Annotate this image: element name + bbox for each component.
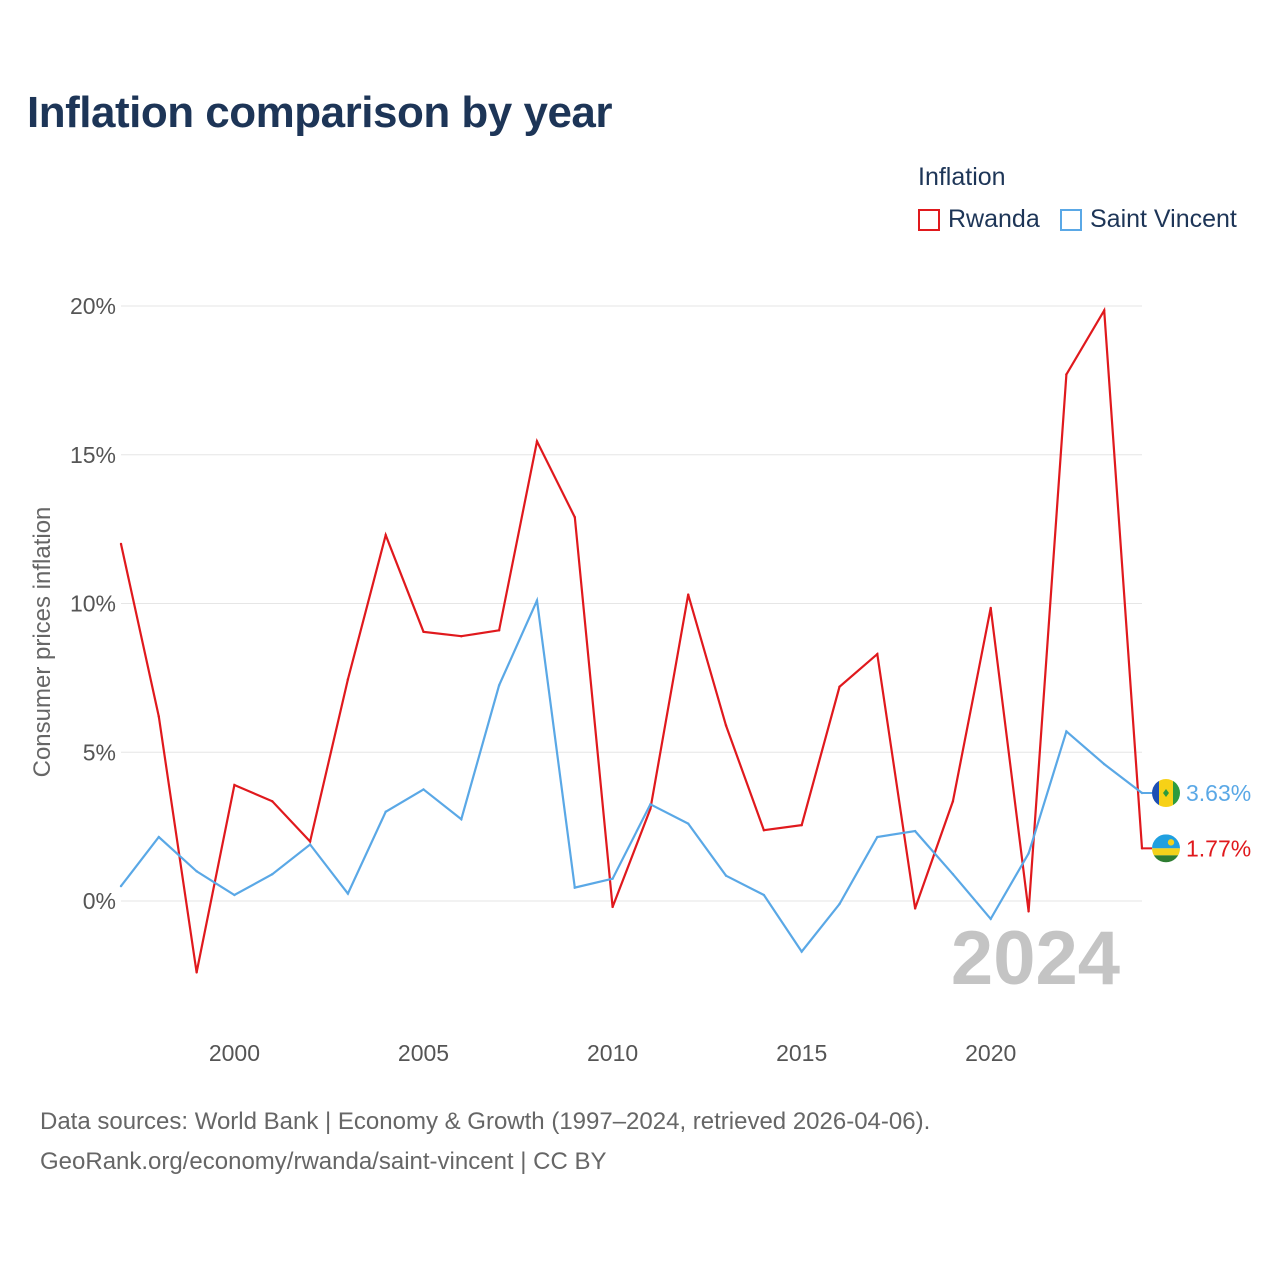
data-point-rwanda[interactable]: [762, 828, 766, 832]
y-tick-label: 20%: [70, 293, 116, 319]
chart-title: Inflation comparison by year: [27, 88, 613, 137]
y-tick-label: 5%: [83, 739, 116, 765]
data-point-rwanda[interactable]: [687, 593, 690, 596]
data-point-rwanda[interactable]: [422, 630, 425, 633]
legend-label-rwanda: Rwanda: [948, 205, 1040, 233]
end-value-label-rwanda: 1.77%: [1186, 835, 1251, 861]
data-point-saint-vincent[interactable]: [951, 873, 955, 876]
data-point-rwanda[interactable]: [989, 606, 992, 610]
legend-swatch-rwanda: [918, 208, 940, 231]
series-line-saint-vincent[interactable]: [120, 596, 1143, 954]
data-point-rwanda[interactable]: [308, 840, 312, 843]
data-point-rwanda[interactable]: [384, 533, 387, 537]
data-point-saint-vincent[interactable]: [989, 917, 992, 921]
data-point-rwanda[interactable]: [1027, 910, 1030, 913]
data-point-saint-vincent[interactable]: [346, 892, 350, 895]
data-point-saint-vincent[interactable]: [1102, 762, 1106, 766]
data-point-saint-vincent[interactable]: [762, 893, 766, 897]
data-point-saint-vincent[interactable]: [687, 822, 690, 825]
data-point-rwanda[interactable]: [951, 800, 955, 803]
data-point-saint-vincent[interactable]: [649, 803, 652, 806]
data-point-saint-vincent[interactable]: [838, 902, 841, 906]
x-tick-label: 2000: [209, 1040, 260, 1066]
data-point-rwanda[interactable]: [119, 542, 123, 546]
source-line-2[interactable]: GeoRank.org/economy/rwanda/saint-vincent…: [40, 1148, 607, 1175]
y-axis-label: Consumer prices inflation: [29, 507, 56, 778]
data-point-rwanda[interactable]: [1102, 309, 1106, 312]
data-point-saint-vincent[interactable]: [535, 599, 539, 602]
saint-vincent-flag-icon: [1152, 779, 1180, 808]
data-point-saint-vincent[interactable]: [497, 684, 501, 687]
data-point-saint-vincent[interactable]: [195, 870, 198, 873]
data-point-rwanda[interactable]: [913, 907, 917, 910]
data-point-rwanda[interactable]: [157, 715, 161, 718]
data-point-rwanda[interactable]: [346, 678, 350, 681]
legend-label-saint-vincent: Saint Vincent: [1090, 205, 1237, 233]
legend-swatch-saint-vincent: [1060, 208, 1082, 231]
data-point-saint-vincent[interactable]: [1027, 852, 1030, 855]
y-tick-label: 10%: [70, 591, 116, 617]
data-point-rwanda[interactable]: [649, 807, 652, 810]
data-point-rwanda[interactable]: [1065, 373, 1068, 376]
data-point-rwanda[interactable]: [460, 635, 463, 638]
data-point-rwanda[interactable]: [271, 800, 274, 803]
y-tick-label: 15%: [70, 442, 116, 468]
data-point-saint-vincent[interactable]: [460, 817, 463, 821]
data-point-saint-vincent[interactable]: [876, 835, 879, 839]
x-tick-label: 2020: [965, 1040, 1016, 1066]
data-point-rwanda[interactable]: [800, 823, 803, 827]
series-line-rwanda[interactable]: [119, 306, 1144, 973]
data-point-saint-vincent[interactable]: [913, 829, 917, 833]
data-point-rwanda[interactable]: [611, 905, 614, 909]
data-point-saint-vincent[interactable]: [157, 835, 161, 839]
data-point-saint-vincent[interactable]: [1065, 730, 1068, 733]
data-point-rwanda[interactable]: [195, 971, 198, 974]
data-point-rwanda[interactable]: [838, 685, 841, 688]
data-point-saint-vincent[interactable]: [611, 877, 614, 880]
data-point-rwanda[interactable]: [535, 440, 539, 443]
source-line-1: Data sources: World Bank | Economy & Gro…: [40, 1108, 931, 1135]
data-point-rwanda[interactable]: [724, 724, 728, 727]
data-point-saint-vincent[interactable]: [422, 788, 425, 791]
x-tick-label: 2015: [776, 1040, 827, 1066]
data-point-saint-vincent[interactable]: [384, 810, 387, 813]
data-point-saint-vincent[interactable]: [233, 893, 236, 897]
x-tick-label: 2010: [587, 1040, 638, 1066]
rwanda-flag-icon: [1152, 834, 1180, 863]
legend-title: Inflation: [918, 163, 1006, 191]
legend-item-saint-vincent[interactable]: Saint Vincent: [1060, 205, 1237, 234]
data-point-saint-vincent[interactable]: [308, 843, 312, 846]
data-point-rwanda[interactable]: [573, 516, 576, 519]
year-watermark: 2024: [951, 916, 1120, 1001]
data-point-saint-vincent[interactable]: [271, 873, 274, 876]
data-point-saint-vincent[interactable]: [573, 886, 576, 889]
data-point-saint-vincent[interactable]: [119, 884, 123, 888]
data-point-rwanda[interactable]: [233, 783, 236, 787]
data-point-saint-vincent[interactable]: [724, 874, 728, 877]
data-point-rwanda[interactable]: [876, 652, 879, 656]
legend-item-rwanda[interactable]: Rwanda: [918, 205, 1040, 234]
end-value-label-saint-vincent: 3.63%: [1186, 780, 1251, 806]
data-point-saint-vincent[interactable]: [800, 950, 803, 953]
y-tick-label: 0%: [83, 888, 116, 914]
x-tick-label: 2005: [398, 1040, 449, 1066]
data-point-rwanda[interactable]: [497, 629, 501, 632]
